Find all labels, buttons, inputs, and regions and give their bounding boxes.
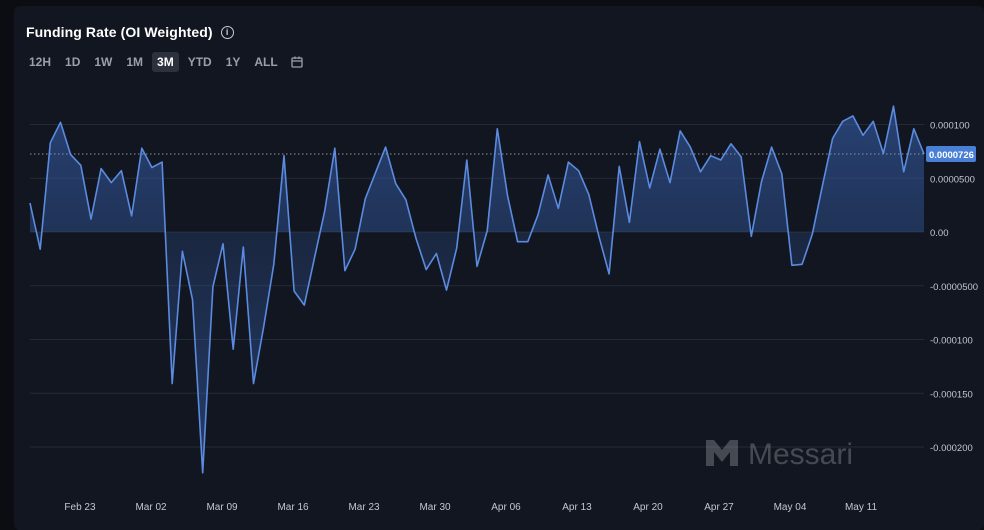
y-tick-label: 0.0000500 (930, 174, 975, 185)
x-tick-label: May 04 (774, 502, 807, 513)
y-tick-label: -0.000200 (930, 443, 973, 454)
y-tick-label: -0.000150 (930, 389, 973, 400)
chart-header: Funding Rate (OI Weighted) i (26, 24, 234, 40)
y-tick-label: -0.0000500 (930, 282, 978, 293)
range-button-3m[interactable]: 3M (152, 52, 179, 72)
watermark-text: Messari (748, 438, 853, 471)
range-button-ytd[interactable]: YTD (187, 55, 212, 69)
area-fill-positive (30, 106, 924, 232)
y-tick-label: 0.00 (930, 228, 949, 239)
x-tick-label: Apr 20 (633, 502, 663, 513)
y-tick-label: 0.000100 (930, 121, 970, 132)
area-fill-negative (30, 232, 924, 473)
range-button-1m[interactable]: 1M (126, 55, 144, 69)
range-button-1y[interactable]: 1Y (225, 55, 241, 69)
x-tick-label: Mar 30 (419, 502, 451, 513)
x-tick-label: Feb 23 (64, 502, 96, 513)
range-button-all[interactable]: ALL (254, 55, 278, 69)
x-tick-label: Apr 06 (491, 502, 521, 513)
messari-watermark: Messari (706, 438, 853, 471)
range-button-12h[interactable]: 12H (29, 55, 52, 69)
info-icon[interactable]: i (220, 25, 234, 39)
x-tick-label: Mar 09 (206, 502, 238, 513)
x-tick-label: Apr 27 (704, 502, 734, 513)
x-tick-label: Mar 02 (135, 502, 167, 513)
range-button-1w[interactable]: 1W (94, 55, 113, 69)
series-line (29, 105, 925, 474)
y-tick-label: -0.000100 (930, 336, 973, 347)
calendar-icon[interactable] (291, 56, 303, 68)
chart-title: Funding Rate (OI Weighted) (26, 24, 213, 40)
range-button-1d[interactable]: 1D (65, 55, 81, 69)
x-tick-label: May 11 (845, 502, 877, 513)
time-range-selector: 12H 1D 1W 1M 3M YTD 1Y ALL (24, 52, 303, 72)
x-tick-label: Mar 16 (277, 502, 309, 513)
current-value-label: 0.0000726 (929, 150, 974, 161)
x-tick-label: Mar 23 (348, 502, 380, 513)
x-tick-label: Apr 13 (562, 502, 592, 513)
current-value-badge (926, 145, 976, 162)
messari-logo-icon (706, 440, 738, 466)
